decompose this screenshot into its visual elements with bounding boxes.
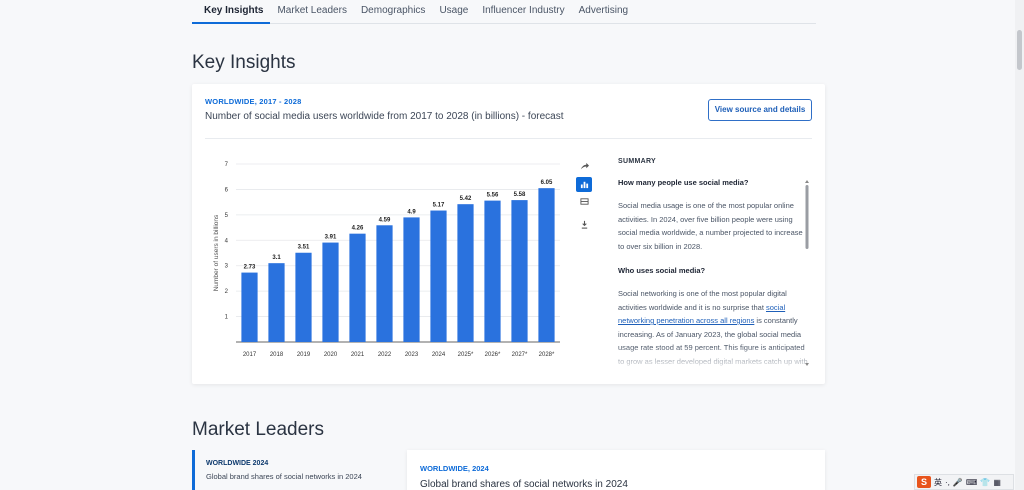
x-tick-label: 2018	[270, 352, 284, 358]
x-tick-label: 2020	[324, 352, 338, 358]
bar-2017	[241, 272, 258, 342]
tab-advertising[interactable]: Advertising	[578, 5, 629, 16]
page-scrollbar[interactable]	[1015, 0, 1024, 490]
y-tick-label: 4	[225, 238, 229, 244]
microphone-icon[interactable]: 🎤	[952, 477, 963, 487]
summary-heading: SUMMARY	[618, 158, 657, 165]
tab-key-insights[interactable]: Key Insights	[192, 0, 271, 24]
card-kicker: WORLDWIDE, 2017 - 2028	[205, 97, 302, 106]
y-tick-label: 7	[225, 162, 229, 168]
x-tick-label: 2023	[405, 352, 419, 358]
data-label: 3.51	[298, 245, 310, 251]
data-label: 5.17	[433, 203, 445, 209]
data-label: 4.59	[379, 217, 391, 223]
summary-question-2: Who uses social media?	[618, 266, 706, 275]
ime-language[interactable]: 英	[934, 477, 942, 487]
bar-2021	[349, 233, 366, 342]
social-networking-penetration-link[interactable]: social networking penetration across all…	[618, 302, 786, 326]
y-tick-label: 1	[225, 315, 229, 321]
data-label: 6.05	[541, 180, 553, 186]
page-scrollbar-thumb[interactable]	[1017, 30, 1022, 70]
ime-toolbar[interactable]: S 英 ·, 🎤 ⌨ 👕 ▦	[914, 474, 1014, 490]
data-label: 5.42	[460, 196, 472, 202]
statistic-card: WORLDWIDE, 2017 - 2028 Number of social …	[192, 84, 825, 384]
y-tick-label: 5	[225, 213, 229, 219]
summary-scrollbar[interactable]	[804, 179, 810, 369]
bar-2026	[484, 200, 501, 342]
x-tick-label: 2022	[378, 352, 392, 358]
bar-2022	[376, 225, 393, 342]
ime-logo: S	[917, 476, 931, 488]
bar-2028	[538, 188, 555, 342]
summary-question-1: How many people use social media?	[618, 178, 749, 187]
x-tick-label: 2017	[243, 352, 257, 358]
x-tick-label: 2021	[351, 352, 365, 358]
y-tick-label: 2	[225, 289, 229, 295]
bar-2019	[295, 252, 312, 342]
section-tabs: Key Insights Market Leaders Demographics…	[192, 0, 816, 24]
card-divider	[205, 138, 812, 139]
market-leaders-nav-item[interactable]: WORLDWIDE 2024 Global brand shares of so…	[192, 450, 384, 490]
tab-market-leaders[interactable]: Market Leaders	[277, 5, 347, 16]
keyboard-icon[interactable]: ⌨	[965, 477, 978, 487]
y-tick-label: 3	[225, 264, 229, 270]
x-tick-label: 2019	[297, 352, 311, 358]
ime-punctuation-icon[interactable]: ·,	[945, 477, 950, 487]
summary-panel: SUMMARY How many people use social media…	[618, 158, 808, 370]
x-tick-label: 2027*	[512, 352, 528, 358]
market-leaders-heading: Market Leaders	[192, 419, 325, 440]
bar-2020	[322, 242, 339, 342]
bar-2024	[430, 210, 447, 342]
x-tick-label: 2025*	[458, 352, 474, 358]
skin-icon[interactable]: 👕	[980, 477, 991, 487]
data-label: 4.9	[407, 209, 416, 215]
download-icon[interactable]	[576, 217, 592, 232]
market-leaders-card-title: Global brand shares of social networks i…	[420, 479, 628, 490]
share-icon[interactable]	[576, 159, 592, 174]
grid-icon[interactable]: ▦	[993, 477, 1001, 487]
market-leaders-nav-title: Global brand shares of social networks i…	[206, 472, 362, 481]
data-label: 5.58	[514, 192, 526, 198]
tab-influencer-industry[interactable]: Influencer Industry	[482, 5, 565, 16]
market-leaders-card: WORLDWIDE, 2024 Global brand shares of s…	[407, 450, 825, 490]
bar-2023	[403, 217, 420, 342]
bar-chart: 1 2 3 4 5 6 7 Number of users in billions 2.73 20…	[213, 162, 560, 358]
y-axis-label: Number of users in billions	[213, 214, 220, 291]
data-label: 4.26	[352, 226, 364, 232]
data-label: 5.56	[487, 193, 499, 199]
table-icon[interactable]	[576, 194, 592, 209]
x-tick-label: 2024	[432, 352, 446, 358]
data-label: 3.91	[325, 235, 337, 241]
key-insights-heading: Key Insights	[192, 52, 296, 73]
bar-2018	[268, 263, 285, 342]
bar-2025	[457, 204, 474, 342]
market-leaders-card-kicker: WORLDWIDE, 2024	[420, 464, 489, 473]
market-leaders-nav-kicker: WORLDWIDE 2024	[206, 460, 269, 467]
x-tick-label: 2026*	[485, 352, 501, 358]
data-label: 2.73	[244, 265, 256, 271]
summary-paragraph-2-text: Social networking is one of the most pop…	[618, 289, 787, 312]
card-title: Number of social media users worldwide f…	[205, 111, 564, 122]
tab-demographics[interactable]: Demographics	[360, 5, 426, 16]
data-label: 3.1	[272, 255, 281, 261]
y-tick-label: 6	[225, 187, 229, 193]
bar-chart-icon[interactable]	[576, 177, 592, 192]
x-tick-label: 2028*	[539, 352, 555, 358]
bar-2027	[511, 200, 528, 342]
view-source-button[interactable]: View source and details	[708, 99, 812, 121]
summary-paragraph-1: Social media usage is one of the most po…	[618, 201, 803, 251]
summary-fade	[618, 346, 808, 372]
tab-usage[interactable]: Usage	[439, 5, 469, 16]
